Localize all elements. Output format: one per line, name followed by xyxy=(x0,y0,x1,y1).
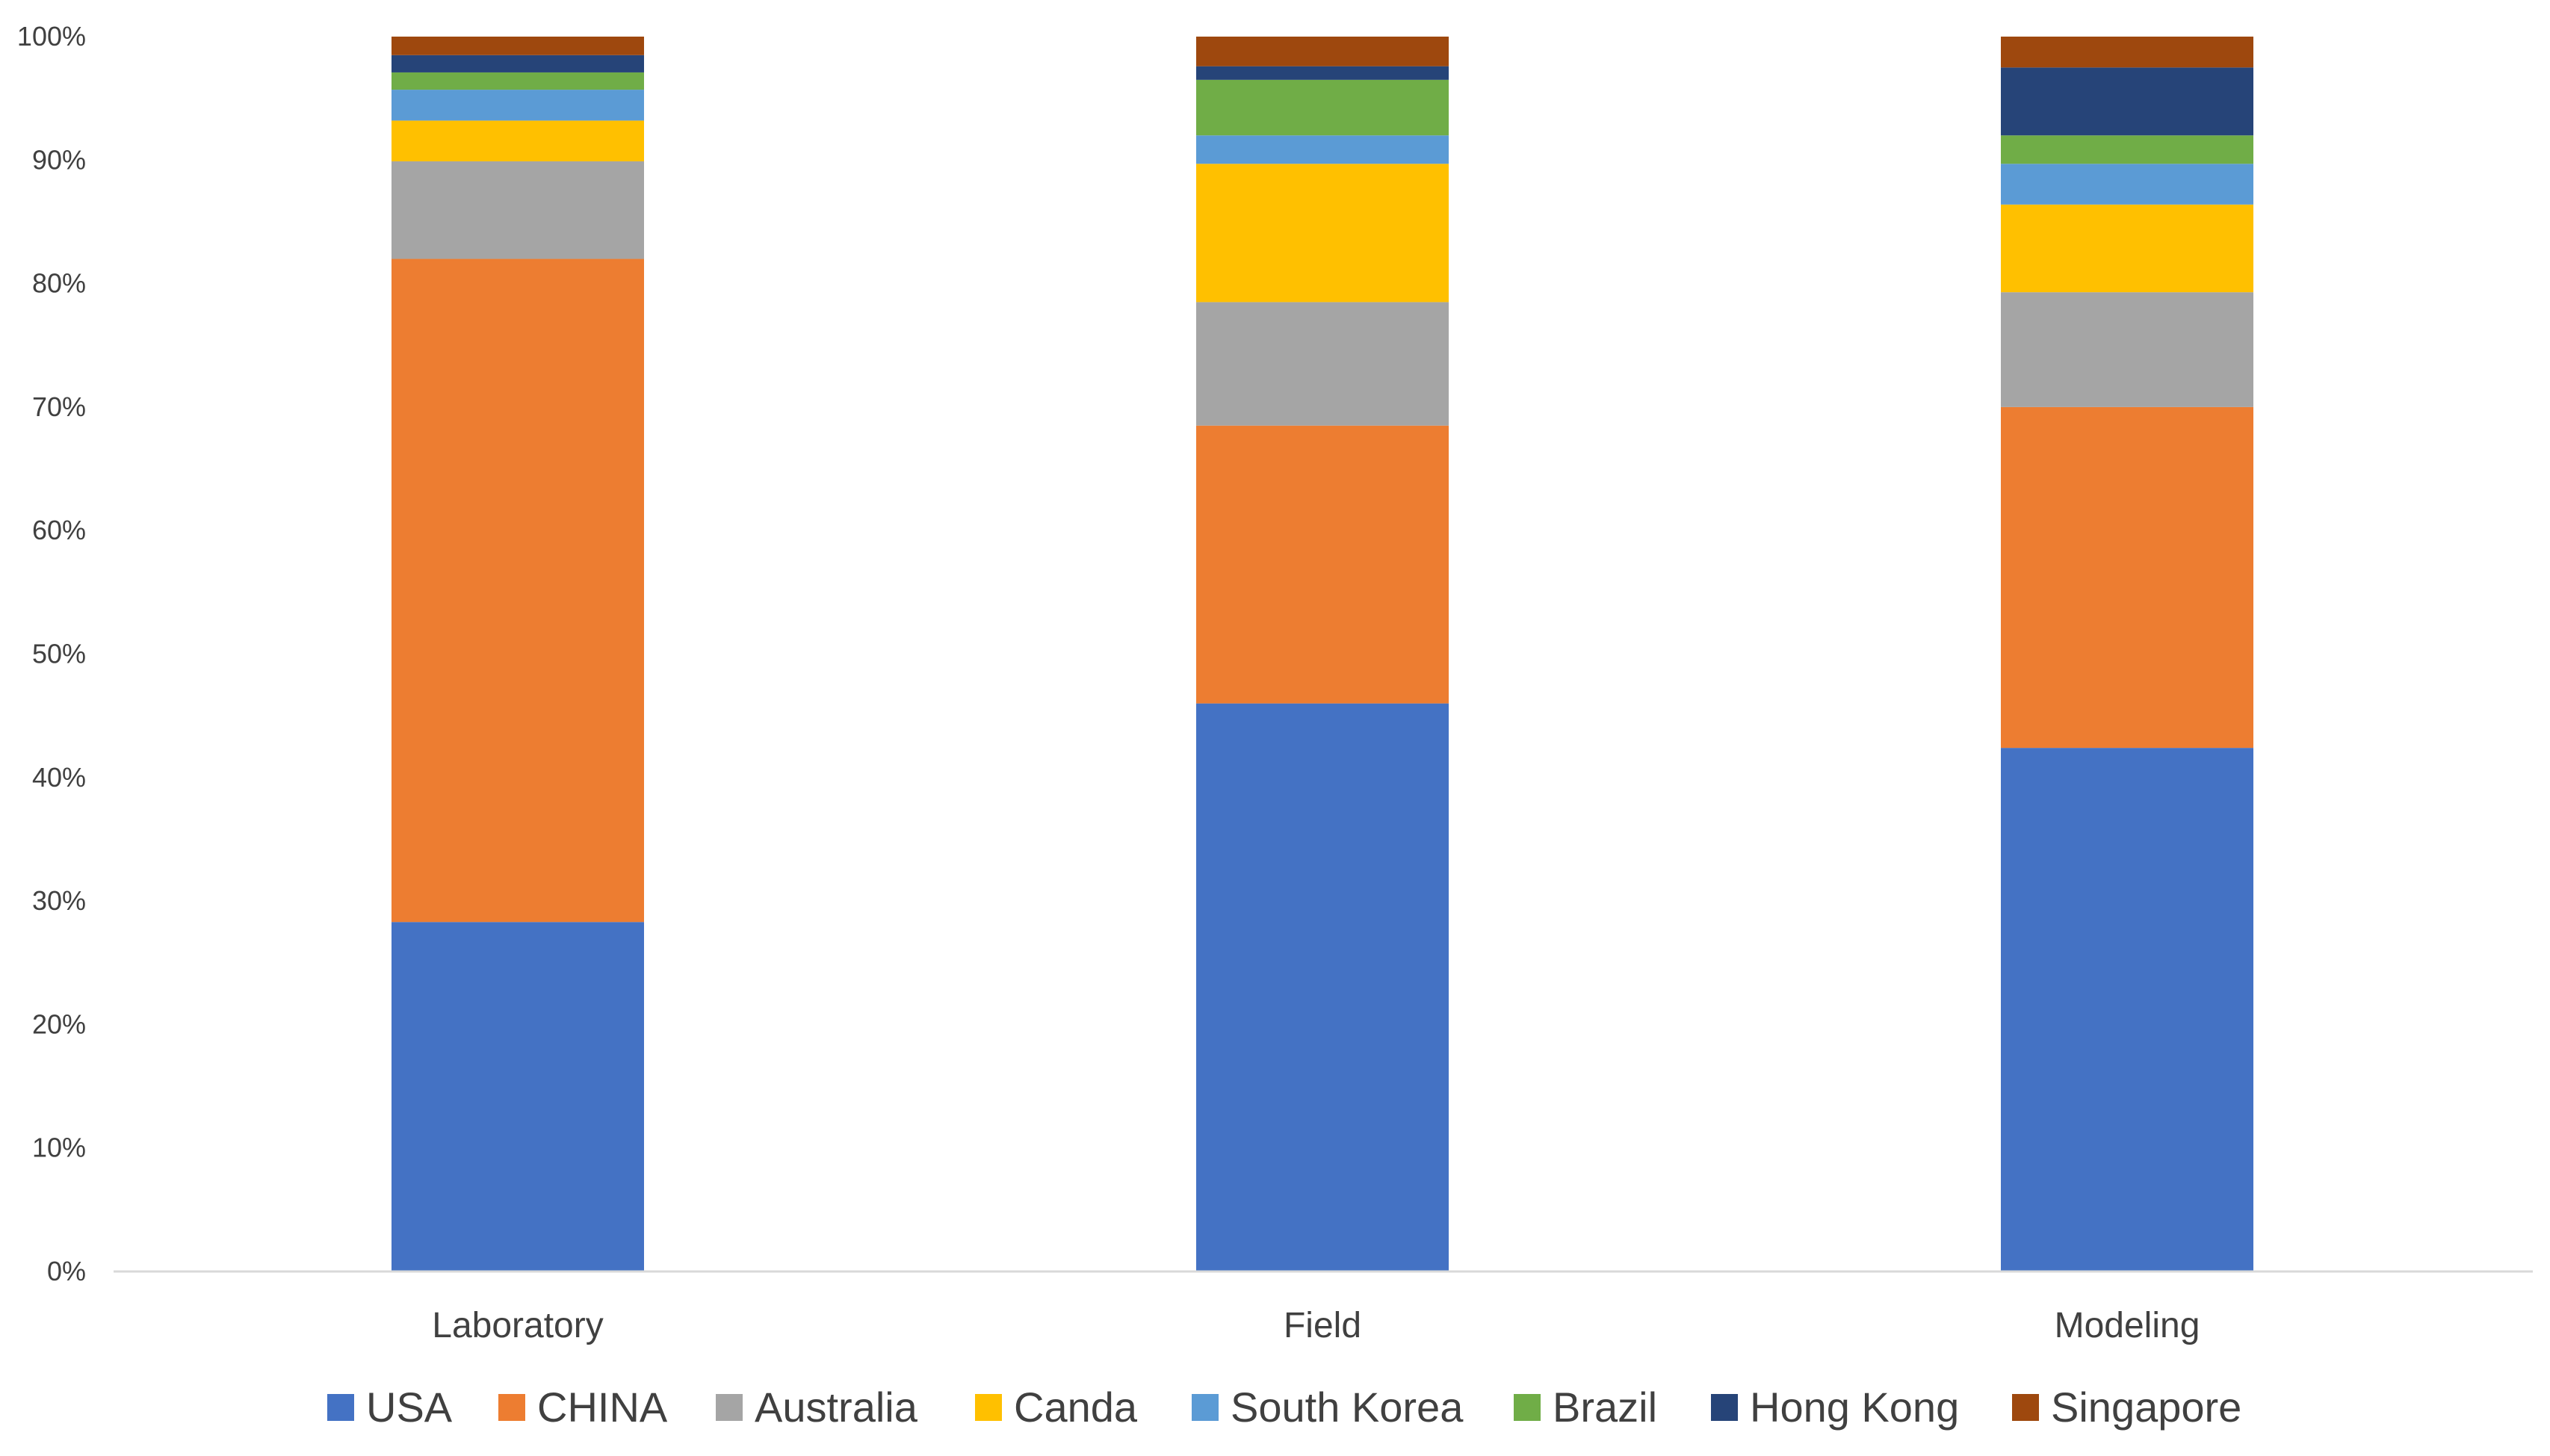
bar-field-hong-kong xyxy=(1196,66,1449,80)
bars xyxy=(392,37,2253,1271)
bar-field-south-korea xyxy=(1196,135,1449,164)
bar-field-china xyxy=(1196,425,1449,704)
legend: USA CHINA Australia Canda South Korea Brazil H… xyxy=(327,1384,2241,1431)
bar-laboratory-canda xyxy=(392,120,644,161)
bar-modeling-hong-kong xyxy=(2001,67,2253,136)
bar-laboratory-australia xyxy=(392,161,644,259)
y-tick-label-10: 10% xyxy=(32,1133,86,1163)
legend-swatch-singapore xyxy=(2012,1394,2039,1421)
bar-field-singapore xyxy=(1196,37,1449,66)
bar-modeling-south-korea xyxy=(2001,164,2253,205)
legend-swatch-brazil xyxy=(1514,1394,1541,1421)
legend-label-usa: USA xyxy=(366,1384,453,1431)
bar-laboratory-usa xyxy=(392,922,644,1271)
legend-label-china: CHINA xyxy=(537,1384,668,1431)
x-category-label-field: Field xyxy=(1284,1306,1361,1345)
y-tick-label-50: 50% xyxy=(32,639,86,669)
x-category-label-laboratory: Laboratory xyxy=(432,1306,603,1345)
y-tick-label-90: 90% xyxy=(32,144,86,175)
legend-label-brazil: Brazil xyxy=(1553,1384,1657,1431)
bar-laboratory-china xyxy=(392,258,644,923)
bar-field-brazil xyxy=(1196,79,1449,136)
legend-label-hong-kong: Hong Kong xyxy=(1750,1384,1959,1431)
bar-modeling-canda xyxy=(2001,204,2253,293)
legend-swatch-hong-kong xyxy=(1711,1394,1738,1421)
x-axis-category-labels: Laboratory Field Modeling xyxy=(432,1306,2200,1345)
legend-swatch-canda xyxy=(975,1394,1002,1421)
legend-label-south-korea: South Korea xyxy=(1231,1384,1464,1431)
y-tick-label-30: 30% xyxy=(32,885,86,916)
y-tick-label-0: 0% xyxy=(47,1256,86,1286)
legend-label-canda: Canda xyxy=(1014,1384,1138,1431)
y-tick-label-100: 100% xyxy=(17,21,86,52)
legend-swatch-china xyxy=(498,1394,525,1421)
legend-label-australia: Australia xyxy=(755,1384,918,1431)
y-tick-label-80: 80% xyxy=(32,268,86,299)
y-axis-tick-labels: 0% 10% 20% 30% 40% 50% 60% 70% 80% 90% 100% xyxy=(17,21,86,1286)
legend-swatch-australia xyxy=(716,1394,743,1421)
legend-swatch-usa xyxy=(327,1394,354,1421)
bar-modeling-brazil xyxy=(2001,135,2253,164)
y-tick-label-70: 70% xyxy=(32,391,86,422)
bar-modeling-china xyxy=(2001,406,2253,749)
bar-field-canda xyxy=(1196,164,1449,303)
bar-laboratory-south-korea xyxy=(392,90,644,121)
bar-field-usa xyxy=(1196,703,1449,1271)
bar-laboratory-singapore xyxy=(392,37,644,55)
y-tick-label-40: 40% xyxy=(32,762,86,793)
y-tick-label-20: 20% xyxy=(32,1009,86,1039)
x-category-label-modeling: Modeling xyxy=(2055,1306,2200,1345)
legend-swatch-south-korea xyxy=(1192,1394,1219,1421)
bar-field-australia xyxy=(1196,302,1449,426)
bar-laboratory-hong-kong xyxy=(392,55,644,72)
bar-modeling-usa xyxy=(2001,748,2253,1271)
bar-modeling-australia xyxy=(2001,292,2253,407)
legend-label-singapore: Singapore xyxy=(2051,1384,2241,1431)
bar-laboratory-brazil xyxy=(392,72,644,90)
y-tick-label-60: 60% xyxy=(32,515,86,545)
bar-modeling-singapore xyxy=(2001,37,2253,68)
